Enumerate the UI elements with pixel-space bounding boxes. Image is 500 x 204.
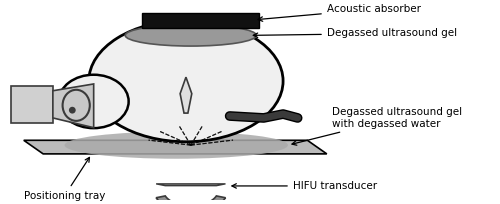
Circle shape [69,107,75,114]
Polygon shape [24,140,327,154]
Text: Degassed ultrasound gel: Degassed ultrasound gel [254,28,457,38]
Polygon shape [142,13,259,28]
Ellipse shape [125,25,256,46]
Ellipse shape [64,132,288,159]
Ellipse shape [58,75,128,128]
Polygon shape [11,86,53,123]
Text: Acoustic absorber: Acoustic absorber [258,4,421,21]
Text: Positioning tray: Positioning tray [24,157,105,201]
Polygon shape [53,84,94,128]
Polygon shape [156,184,226,186]
Polygon shape [156,196,226,204]
Text: HIFU transducer: HIFU transducer [232,181,377,191]
Polygon shape [180,77,192,113]
Ellipse shape [89,20,283,142]
Text: Degassed ultrasound gel
with degassed water: Degassed ultrasound gel with degassed wa… [292,107,462,145]
